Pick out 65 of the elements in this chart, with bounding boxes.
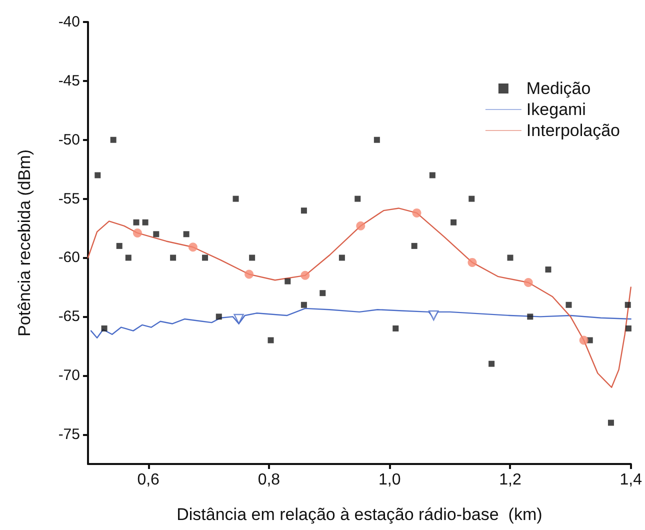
y-tick-label: -45 [58, 72, 80, 90]
y-tick-label: -50 [58, 131, 80, 148]
y-tick-label: -60 [58, 249, 80, 266]
point [170, 254, 176, 261]
y-tick-label: -55 [58, 190, 80, 208]
y-tick-label: -65 [58, 308, 80, 326]
x-tick-label: 0,6 [137, 472, 160, 488]
point [300, 302, 307, 308]
point [94, 172, 101, 178]
point [507, 254, 514, 261]
point [338, 254, 345, 261]
y-axis-title: Potência recebida (dBm) [15, 149, 34, 337]
point [216, 314, 222, 320]
point [234, 314, 244, 324]
point [374, 136, 380, 143]
point [232, 196, 239, 202]
point [429, 172, 436, 178]
y-tick-label: -70 [58, 367, 80, 384]
point [202, 254, 208, 261]
point [142, 219, 148, 226]
point [412, 208, 422, 218]
point [249, 254, 256, 261]
point [183, 231, 190, 238]
point [566, 302, 572, 308]
point [133, 219, 140, 226]
point [188, 242, 198, 252]
point [244, 270, 254, 279]
point [468, 258, 477, 267]
point [524, 278, 533, 287]
point [488, 360, 495, 367]
legend-label: Ikegami [526, 100, 586, 119]
y-tick-label: -40 [58, 14, 80, 30]
x-tick-label: 1,0 [378, 472, 401, 488]
x-axis-title: Distância em relação à estação rádio-base (km) [176, 505, 542, 524]
point [300, 208, 307, 214]
point [356, 221, 366, 230]
x-tick-label: 1,2 [499, 472, 522, 488]
point [411, 242, 418, 249]
x-tick-label: 1,4 [620, 472, 642, 488]
point [625, 325, 632, 332]
legend-label: Interpolação [526, 121, 620, 140]
y-tick-label: -75 [58, 426, 80, 444]
point [579, 336, 588, 345]
point [132, 228, 142, 238]
line-series [87, 208, 632, 388]
point [320, 290, 326, 296]
point [468, 196, 475, 202]
point [153, 231, 160, 238]
point [354, 196, 361, 202]
point [428, 310, 439, 321]
point [450, 219, 457, 226]
point [284, 278, 291, 284]
point [110, 136, 116, 143]
point [125, 254, 132, 261]
point [527, 314, 534, 320]
point [624, 302, 631, 308]
legend-label: Medição [526, 79, 591, 98]
point [608, 420, 614, 426]
point [545, 266, 552, 273]
point [101, 325, 108, 332]
point [392, 325, 399, 332]
point [300, 270, 310, 280]
point [268, 337, 274, 344]
point [116, 242, 122, 249]
x-tick-label: 0,8 [258, 472, 280, 488]
